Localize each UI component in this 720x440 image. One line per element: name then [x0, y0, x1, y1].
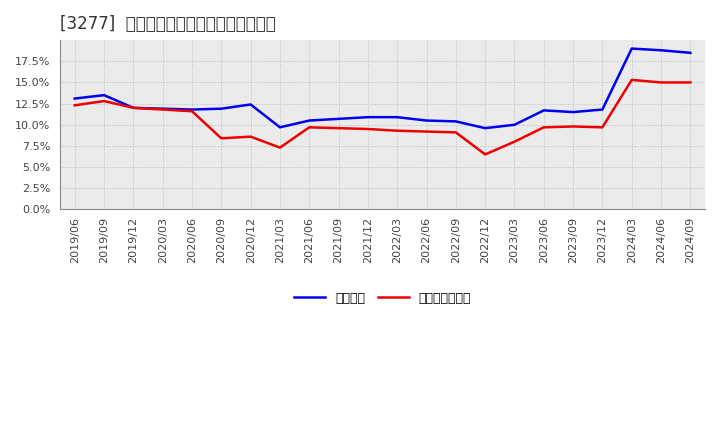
固定比率: [627, 46, 636, 51]
固定長期適合率: [188, 109, 197, 114]
固定比率: [158, 106, 167, 111]
固定長期適合率: [510, 139, 519, 144]
固定比率: [100, 92, 109, 98]
固定比率: [481, 125, 490, 131]
固定長期適合率: [627, 77, 636, 83]
固定長期適合率: [451, 130, 460, 135]
固定比率: [246, 102, 255, 107]
固定比率: [276, 125, 284, 130]
固定長期適合率: [364, 126, 372, 132]
固定比率: [598, 107, 607, 112]
固定比率: [569, 110, 577, 115]
固定長期適合率: [246, 134, 255, 139]
固定比率: [364, 114, 372, 120]
固定長期適合率: [276, 145, 284, 150]
固定比率: [71, 96, 79, 101]
固定長期適合率: [305, 125, 314, 130]
固定比率: [217, 106, 225, 111]
固定比率: [510, 122, 519, 128]
固定比率: [129, 105, 138, 110]
固定長期適合率: [657, 80, 665, 85]
固定比率: [657, 48, 665, 53]
Legend: 固定比率, 固定長期適合率: 固定比率, 固定長期適合率: [289, 287, 477, 310]
固定長期適合率: [686, 80, 695, 85]
固定比率: [188, 107, 197, 112]
固定長期適合率: [129, 105, 138, 110]
固定長期適合率: [481, 152, 490, 157]
固定長期適合率: [217, 136, 225, 141]
固定比率: [451, 119, 460, 124]
固定長期適合率: [539, 125, 548, 130]
固定長期適合率: [158, 107, 167, 112]
固定長期適合率: [71, 103, 79, 108]
固定長期適合率: [334, 125, 343, 131]
固定長期適合率: [393, 128, 402, 133]
Text: [3277]  固定比率、固定長期適合率の推移: [3277] 固定比率、固定長期適合率の推移: [60, 15, 276, 33]
固定比率: [334, 116, 343, 121]
Line: 固定比率: 固定比率: [75, 48, 690, 128]
固定長期適合率: [422, 129, 431, 134]
固定長期適合率: [100, 99, 109, 104]
固定比率: [686, 50, 695, 55]
固定比率: [422, 118, 431, 123]
固定長期適合率: [598, 125, 607, 130]
固定比率: [539, 108, 548, 113]
固定長期適合率: [569, 124, 577, 129]
Line: 固定長期適合率: 固定長期適合率: [75, 80, 690, 154]
固定比率: [393, 114, 402, 120]
固定比率: [305, 118, 314, 123]
